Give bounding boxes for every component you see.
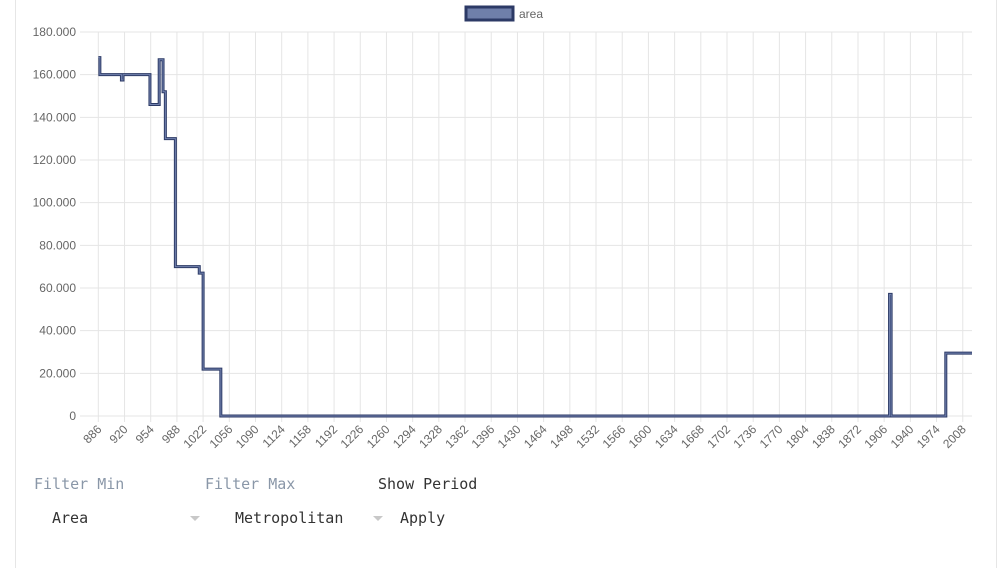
x-tick-label: 1974 <box>914 422 943 451</box>
x-tick-label: 1736 <box>731 422 760 451</box>
x-tick-label: 2008 <box>940 422 969 451</box>
data-line-highlight <box>98 57 972 417</box>
x-tick-label: 1294 <box>390 422 419 451</box>
filter-min-label: Filter Min <box>34 475 125 493</box>
x-tick-label: 1940 <box>888 422 917 451</box>
y-tick-label: 80.000 <box>39 238 76 252</box>
x-tick-label: 1396 <box>469 422 498 451</box>
x-tick-label: 1260 <box>364 422 393 451</box>
x-tick-label: 1906 <box>862 422 891 451</box>
x-tick-label: 920 <box>107 422 131 446</box>
x-tick-label: 1702 <box>704 422 733 451</box>
x-tick-label: 1838 <box>809 422 838 451</box>
x-tick-label: 1566 <box>600 422 629 451</box>
filter-max-label: Filter Max <box>205 475 296 493</box>
x-tick-label: 886 <box>80 422 104 446</box>
metro-select[interactable]: Metropolitan <box>235 509 344 527</box>
dropdown-arrow[interactable] <box>373 516 383 521</box>
x-tick-label: 1328 <box>416 422 445 451</box>
panel-border <box>996 0 997 568</box>
show-period-toggle[interactable]: Show Period <box>378 475 478 493</box>
y-tick-label: 140.000 <box>33 110 77 124</box>
apply-button[interactable]: Apply <box>400 509 446 527</box>
x-tick-label: 988 <box>159 422 183 446</box>
x-tick-label: 1022 <box>180 422 209 451</box>
x-tick-label: 1804 <box>783 422 812 451</box>
x-tick-label: 1158 <box>286 422 314 450</box>
area-select[interactable]: Area <box>52 509 89 527</box>
y-tick-label: 60.000 <box>39 281 76 295</box>
x-tick-label: 1090 <box>233 422 262 451</box>
legend-swatch <box>464 5 515 22</box>
x-tick-label: 1532 <box>573 422 602 451</box>
x-tick-label: 1362 <box>442 422 471 451</box>
y-tick-label: 40.000 <box>39 324 76 338</box>
x-tick-label: 1770 <box>757 422 786 451</box>
chart: 0 20.000 40.000 60.000 80.000 100.000 120.000 1… <box>33 5 972 451</box>
x-tick-label: 1430 <box>495 422 524 451</box>
x-tick-label: 1668 <box>678 422 707 451</box>
dropdown-arrow[interactable] <box>190 516 200 521</box>
y-tick-label: 0 <box>69 409 76 423</box>
x-tick-label: 1634 <box>652 422 681 451</box>
y-tick-label: 100.000 <box>33 196 77 210</box>
x-tick-label: 954 <box>133 422 157 446</box>
y-tick-label: 20.000 <box>39 366 76 380</box>
x-tick-label: 1056 <box>207 422 236 451</box>
legend-label: area <box>519 7 543 21</box>
y-tick-label: 160.000 <box>33 68 77 82</box>
y-tick-label: 180.000 <box>33 25 77 39</box>
x-tick-label: 1124 <box>260 422 288 450</box>
x-tick-label: 1600 <box>626 422 655 451</box>
x-tick-label: 1192 <box>312 422 340 450</box>
x-tick-label: 1498 <box>547 422 576 451</box>
x-tick-label: 1464 <box>521 422 550 451</box>
panel-border <box>15 0 16 568</box>
y-tick-label: 120.000 <box>33 153 77 167</box>
x-tick-label: 1226 <box>338 422 367 451</box>
x-tick-label: 1872 <box>835 422 864 451</box>
